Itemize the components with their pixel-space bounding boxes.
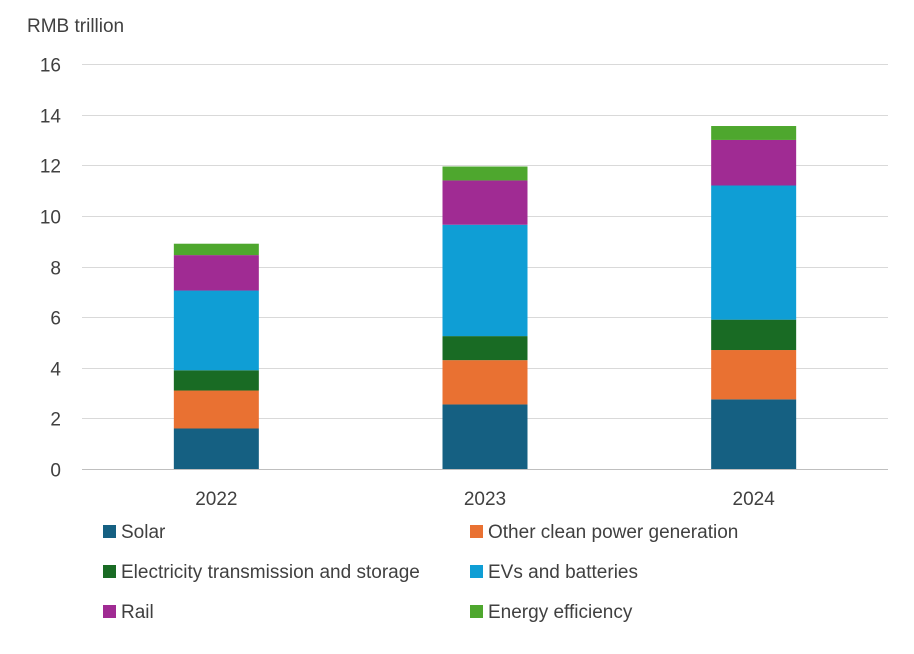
legend-swatch (470, 525, 483, 538)
legend-swatch (470, 605, 483, 618)
legend-swatch (103, 565, 116, 578)
bar-2022-electricity-transmission-and-storage (173, 370, 259, 391)
bar-2024-electricity-transmission-and-storage (711, 319, 797, 351)
bar-2022-solar (173, 428, 259, 469)
y-tick-label: 2 (50, 410, 61, 431)
legend-label: Solar (121, 522, 166, 543)
y-tick-label: 16 (40, 56, 61, 77)
bar-2023-electricity-transmission-and-storage (442, 336, 528, 361)
y-tick-label: 8 (50, 259, 61, 280)
y-tick-label: 4 (50, 360, 61, 381)
y-tick-label: 10 (40, 208, 61, 229)
legend-item: Energy efficiency (470, 602, 633, 623)
legend-label: Rail (121, 602, 154, 623)
legend: Solar Other clean power generation Electri… (103, 522, 738, 623)
legend-label: Electricity transmission and storage (121, 562, 420, 583)
bar-2023-evs-and-batteries (442, 224, 528, 337)
legend-label: Energy efficiency (488, 602, 633, 623)
legend-item: Rail (103, 602, 154, 623)
legend-item: Other clean power generation (470, 522, 738, 543)
y-tick-label: 6 (50, 309, 61, 330)
legend-swatch (103, 525, 116, 538)
legend-item: Solar (103, 522, 166, 543)
bar-2022-energy-efficiency (173, 243, 259, 256)
x-category-label: 2024 (733, 489, 776, 510)
legend-swatch (103, 605, 116, 618)
x-category-label: 2022 (195, 489, 237, 510)
legend-item: EVs and batteries (470, 562, 638, 583)
legend-swatch (470, 565, 483, 578)
bar-2024-other-clean-power-generation (711, 350, 797, 400)
bar-2023-solar (442, 404, 528, 469)
x-category-label: 2023 (464, 489, 506, 510)
bar-2022-other-clean-power-generation (173, 390, 259, 429)
y-tick-label: 12 (40, 157, 61, 178)
y-axis-unit-label: RMB trillion (27, 16, 124, 37)
bars (173, 126, 797, 469)
bar-2022-evs-and-batteries (173, 290, 259, 371)
bar-2023-rail (442, 180, 528, 225)
y-tick-label: 0 (50, 461, 61, 482)
bar-2024-evs-and-batteries (711, 185, 797, 320)
bar-2024-solar (711, 399, 797, 469)
bar-2023-other-clean-power-generation (442, 360, 528, 405)
y-tick-labels: 0 2 4 6 8 10 12 14 16 (40, 56, 62, 482)
bar-2023-energy-efficiency (442, 166, 528, 181)
bar-2024-energy-efficiency (711, 126, 797, 140)
bar-2024-rail (711, 139, 797, 186)
x-category-labels: 2022 2023 2024 (195, 489, 775, 510)
legend-label: Other clean power generation (488, 522, 738, 543)
legend-label: EVs and batteries (488, 562, 638, 583)
y-tick-label: 14 (40, 107, 62, 128)
bar-2022-rail (173, 255, 259, 291)
legend-item: Electricity transmission and storage (103, 562, 420, 583)
